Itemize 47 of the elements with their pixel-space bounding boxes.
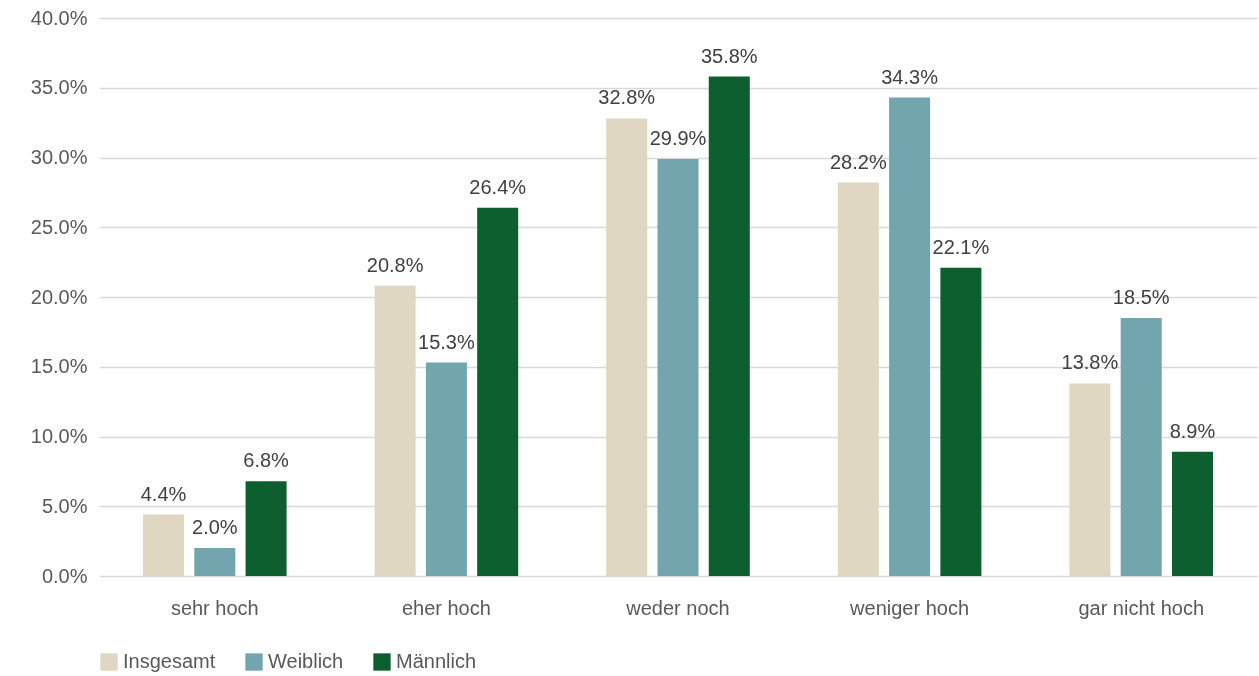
data-label: 2.0%: [192, 516, 238, 539]
data-label: 18.5%: [1112, 285, 1170, 308]
x-tick-label: weniger hoch: [849, 596, 970, 619]
bar: [143, 514, 185, 576]
data-label: 34.3%: [881, 65, 939, 88]
y-tick-label: 10.0%: [30, 425, 88, 447]
bar: [1171, 451, 1213, 576]
data-label: 20.8%: [366, 253, 424, 276]
x-tick-label: sehr hoch: [170, 596, 259, 619]
x-tick-label: weder noch: [625, 596, 730, 619]
data-label: 29.9%: [649, 126, 707, 149]
x-tick-label: eher hoch: [401, 596, 491, 619]
data-label: 4.4%: [140, 482, 187, 505]
data-label: 6.8%: [243, 449, 290, 472]
y-tick-label: 25.0%: [30, 215, 88, 238]
x-tick-label: gar nicht hoch: [1078, 596, 1205, 619]
bar: [940, 267, 982, 576]
bar: [194, 548, 236, 576]
y-tick-label: 15.0%: [30, 355, 88, 378]
bar: [837, 182, 879, 576]
bar: [708, 76, 750, 576]
data-label: 13.8%: [1061, 351, 1119, 374]
y-tick-label: 30.0%: [30, 146, 88, 168]
legend-label: Männlich: [396, 650, 477, 672]
data-label: 35.8%: [700, 44, 758, 67]
data-label: 32.8%: [598, 86, 656, 109]
bar: [425, 362, 467, 576]
data-label: 28.2%: [829, 150, 887, 173]
data-label: 15.3%: [418, 330, 475, 353]
bar: [889, 97, 931, 576]
legend-label: Insgesamt: [123, 650, 216, 672]
y-tick-label: 0.0%: [41, 564, 88, 587]
data-label: 22.1%: [932, 235, 990, 258]
data-label: 8.9%: [1169, 419, 1216, 442]
bar: [1120, 317, 1162, 576]
bar: [477, 207, 519, 576]
bar: [1069, 383, 1111, 576]
bar: [374, 285, 416, 576]
bar: [245, 481, 287, 576]
data-label: 26.4%: [469, 175, 527, 198]
bar: [606, 118, 648, 576]
y-tick-label: 20.0%: [30, 285, 88, 308]
y-tick-label: 40.0%: [30, 6, 88, 29]
y-tick-label: 5.0%: [41, 494, 88, 517]
bar: [657, 158, 699, 576]
legend-label: Weiblich: [268, 650, 344, 672]
y-tick-label: 35.0%: [30, 76, 88, 99]
